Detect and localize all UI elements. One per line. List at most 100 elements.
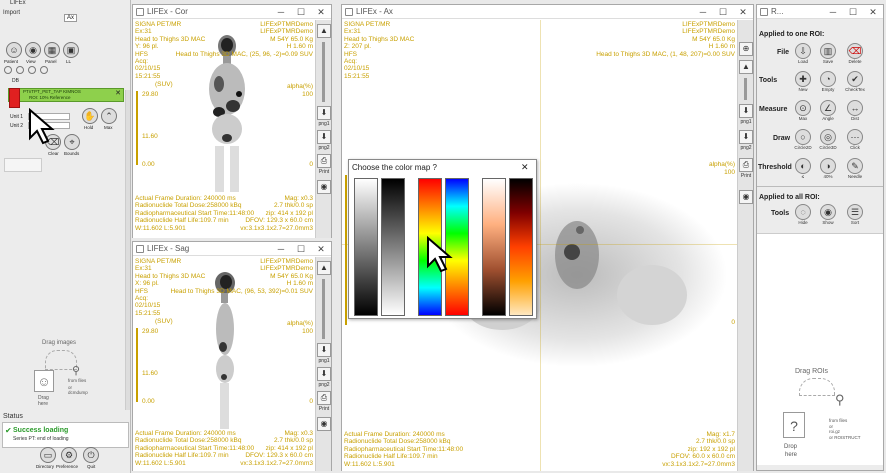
colormap-inverse-gray[interactable] [381, 178, 405, 316]
circle2d-draw-button[interactable]: ○ Circle2D [793, 129, 813, 151]
max-button[interactable]: ⌃ [101, 108, 117, 124]
ax-eye-icon[interactable]: ◉ [739, 190, 753, 204]
colormap-rainbow[interactable] [445, 178, 469, 316]
view-sagittal[interactable]: LIFEx - Sag ─ ☐ ✕ SIGNA PET/MR Ex:31 Hea… [132, 241, 332, 471]
unit-1-input[interactable] [28, 113, 70, 120]
ax-zoom-icon[interactable]: ⊕ [739, 42, 753, 56]
cor-image-area[interactable] [133, 20, 317, 238]
close-icon[interactable]: ✕ [317, 6, 325, 17]
max-measure-button[interactable]: ⊙ Max [793, 100, 813, 122]
red-series-marker[interactable] [9, 88, 20, 108]
hide-all-button[interactable]: ◌ Hide [793, 204, 813, 226]
ax-download-png2-icon[interactable]: ⬇ [739, 130, 753, 144]
hold-button[interactable]: ✋ [82, 108, 98, 124]
sag-image-area[interactable] [133, 257, 317, 471]
info-icon[interactable] [4, 66, 12, 74]
ax-image-area[interactable] [342, 20, 738, 471]
threshold-le-button[interactable]: ◐ ≤ [793, 158, 813, 180]
circle2d-icon: ○ [795, 129, 811, 145]
checktex-caption: CheckTex [845, 87, 865, 92]
colormap-gray[interactable] [354, 178, 378, 316]
maximize-icon[interactable]: ☐ [718, 6, 728, 17]
sag-scroll-up-icon[interactable]: ▲ [317, 261, 331, 275]
drop-label-2: here [38, 401, 49, 407]
sag-slider-track[interactable] [322, 279, 325, 339]
hide-icon: ◌ [795, 204, 811, 220]
colormap-dialog-title: Choose the color map ? [352, 163, 437, 172]
series-close-icon[interactable]: ✕ [115, 90, 121, 97]
panel-icon[interactable]: ▣ [63, 42, 79, 58]
maximize-icon[interactable]: ☐ [296, 243, 306, 254]
colormap-copper[interactable] [482, 178, 506, 316]
sag-titlebar: LIFEx - Sag ─ ☐ ✕ [133, 242, 331, 256]
preference-button[interactable]: ⚙ [61, 447, 77, 463]
checktex-roi-button[interactable]: ✔ CheckTex [845, 71, 865, 93]
maximize-icon[interactable]: ☐ [296, 6, 306, 17]
sag-png2-label: png2 [318, 382, 330, 388]
threshold-40-button[interactable]: ◑ 40% [818, 158, 838, 180]
close-icon[interactable]: ✕ [869, 6, 877, 17]
dist-icon: ↔ [847, 100, 863, 116]
minimize-icon[interactable]: ─ [277, 243, 285, 254]
sag-alpha-max: 100 [302, 328, 313, 335]
sag-print-icon[interactable]: ⎙ [317, 391, 331, 405]
close-icon[interactable]: ✕ [739, 6, 747, 17]
minimize-icon[interactable]: ─ [829, 6, 837, 17]
maximize-icon[interactable]: ☐ [848, 6, 858, 17]
list-icon[interactable] [27, 66, 36, 74]
preference-caption: Preference [56, 464, 79, 469]
ax-toggle[interactable]: Ax [64, 14, 78, 22]
cor-scroll-up-icon[interactable]: ▲ [317, 24, 331, 38]
close-icon[interactable]: ✕ [317, 243, 325, 254]
series-item[interactable]: PTnTPT_PET_TAP KIMNOS ROI: 10% Reference… [8, 88, 124, 102]
minimize-icon[interactable]: ─ [699, 6, 707, 17]
save-roi-button[interactable]: ▥ Save [818, 43, 838, 65]
ax-print-icon[interactable]: ⎙ [739, 158, 753, 172]
ax-scroll-up-icon[interactable]: ▲ [739, 60, 753, 74]
minimize-icon[interactable]: ─ [277, 6, 285, 17]
cor-download-png1-icon[interactable]: ⬇ [317, 106, 331, 120]
click-draw-button[interactable]: ⋯ Click [845, 129, 865, 151]
sag-download-png2-icon[interactable]: ⬇ [317, 367, 331, 381]
cor-print-icon[interactable]: ⎙ [317, 154, 331, 168]
colormap-hot[interactable] [509, 178, 533, 316]
cor-eye-icon[interactable]: ◉ [317, 180, 331, 194]
roi-row-draw-label: Draw [773, 135, 791, 142]
cor-alpha-min: 0 [309, 161, 313, 168]
left-scrollbar[interactable] [125, 90, 130, 410]
empty-roi-button[interactable]: ◔ Empty [818, 71, 838, 93]
delete-roi-button[interactable]: ⌫ Delete [845, 43, 865, 65]
directory-button[interactable]: ▭ [40, 447, 56, 463]
ax-slider-track[interactable] [744, 78, 747, 100]
colormap-dialog[interactable]: Choose the color map ? ✕ [348, 159, 537, 319]
roi-list-area[interactable]: Drag ROIs ? Drop here ⚲ from files or ro… [757, 233, 883, 465]
dist-measure-button[interactable]: ↔ Dist [845, 100, 865, 122]
nav-icon[interactable] [15, 66, 24, 74]
sag-eye-icon[interactable]: ◉ [317, 417, 331, 431]
view-coronal[interactable]: LIFEx - Cor ─ ☐ ✕ SIGNA PET/MR Ex:31 Hea… [132, 4, 332, 238]
cor-download-png2-icon[interactable]: ⬇ [317, 130, 331, 144]
new-roi-button[interactable]: ✚ New [793, 71, 813, 93]
ax-download-png1-icon[interactable]: ⬇ [739, 104, 753, 118]
circle3d-draw-button[interactable]: ◎ Circle3D [818, 129, 838, 151]
load-roi-button[interactable]: ⇩ Load [793, 43, 813, 65]
sort-all-button[interactable]: ☰ Sort [845, 204, 865, 226]
colormap-close-icon[interactable]: ✕ [521, 162, 529, 172]
from-files-roi-label: from files or roi.gz or ROISTRUCT [829, 418, 861, 440]
import-menu[interactable]: Import [3, 10, 21, 16]
drop-person-icon[interactable]: ☺ [34, 370, 54, 392]
needle-button[interactable]: ✎ Needle [845, 158, 865, 180]
bounds-button[interactable]: ⌖ [64, 134, 80, 150]
drop-roi-icon[interactable]: ? [783, 412, 805, 438]
view-icon[interactable]: ▦ [44, 42, 60, 58]
cor-slider-track[interactable] [322, 42, 325, 102]
patient-icon[interactable]: ☺ [6, 42, 22, 58]
grid-icon[interactable] [39, 66, 48, 74]
angle-measure-button[interactable]: ∠ Angle [818, 100, 838, 122]
roi-row-draw: Draw ○ Circle2D ◎ Circle3D ⋯ Click [757, 127, 885, 153]
show-all-button[interactable]: ◉ Show [818, 204, 838, 226]
quit-button[interactable]: ⏻ [83, 447, 99, 463]
sag-download-png1-icon[interactable]: ⬇ [317, 343, 331, 357]
hold-caption: Hold [84, 125, 94, 130]
camera-icon[interactable]: ◉ [25, 42, 41, 58]
